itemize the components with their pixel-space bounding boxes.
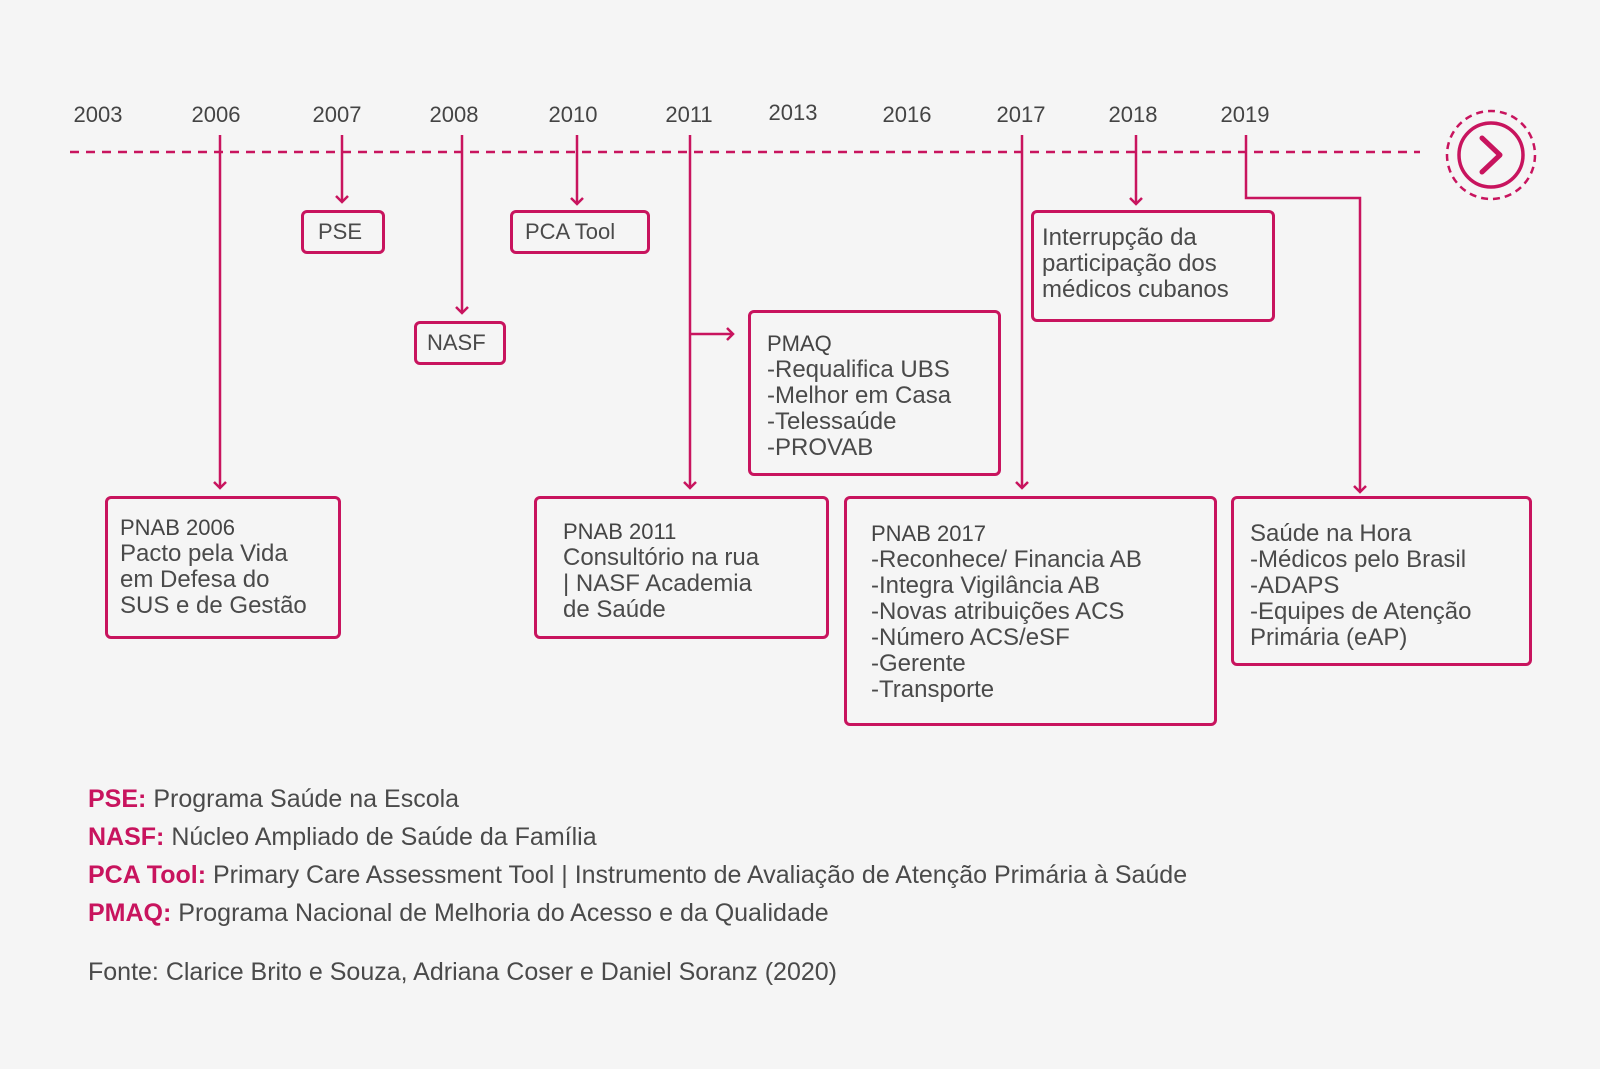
- event-line: -ADAPS: [1250, 572, 1340, 599]
- event-line: -Requalifica UBS: [767, 356, 950, 383]
- connector-2019: [1244, 135, 1367, 494]
- chevron-right-circle-icon: [1445, 109, 1537, 201]
- event-line: participação dos: [1042, 250, 1217, 277]
- year-label: 2008: [429, 102, 479, 127]
- legend-item: PMAQ: Programa Nacional de Melhoria do A…: [88, 894, 1187, 932]
- event-line: -Telessaúde: [767, 408, 897, 435]
- event-box-pse: PSE: [301, 210, 385, 254]
- event-box-pmaq: PMAQ -Requalifica UBS -Melhor em Casa -T…: [748, 310, 1001, 476]
- event-line: Consultório na rua: [563, 544, 760, 571]
- legend-abbr: PCA Tool:: [88, 861, 207, 889]
- event-line: -Novas atribuições ACS: [871, 598, 1125, 625]
- event-line: -Gerente: [871, 650, 966, 677]
- event-box-pca-tool: PCA Tool: [510, 210, 650, 254]
- legend-item: NASF: Núcleo Ampliado de Saúde da Famíli…: [88, 818, 1187, 856]
- event-line: -Equipes de Atenção: [1250, 598, 1472, 625]
- legend-text: Núcleo Ampliado de Saúde da Família: [171, 823, 597, 851]
- legend-abbr: NASF:: [88, 823, 165, 851]
- year-label: 2016: [882, 102, 932, 127]
- legend-text: Programa Saúde na Escola: [153, 785, 460, 813]
- event-title: PCA Tool: [525, 219, 616, 244]
- year-label: 2017: [996, 102, 1046, 127]
- legend-text: Programa Nacional de Melhoria do Acesso …: [178, 899, 829, 927]
- event-line: -Médicos pelo Brasil: [1250, 546, 1467, 573]
- year-label: 2011: [665, 102, 713, 127]
- event-line: Pacto pela Vida: [120, 540, 288, 567]
- event-line: -Transporte: [871, 676, 995, 703]
- event-title: PNAB 2017: [871, 521, 986, 546]
- event-line: -Integra Vigilância AB: [871, 572, 1101, 599]
- event-line: -Número ACS/eSF: [871, 624, 1070, 651]
- event-title: NASF: [427, 330, 486, 355]
- event-line: -Melhor em Casa: [767, 382, 952, 409]
- year-label: 2003: [73, 102, 123, 127]
- event-line: | NASF Academia: [563, 570, 752, 597]
- legend: PSE: Programa Saúde na Escola NASF: Núcl…: [88, 780, 1187, 932]
- event-box-interrupcao: Interrupção da participação dos médicos …: [1031, 210, 1275, 322]
- event-line: Interrupção da: [1042, 224, 1197, 251]
- event-box-nasf: NASF: [414, 321, 506, 365]
- legend-abbr: PSE:: [88, 785, 147, 813]
- event-line: -Reconhece/ Financia AB: [871, 546, 1142, 573]
- event-line: Primária (eAP): [1250, 624, 1408, 651]
- year-label: 2019: [1220, 102, 1270, 127]
- event-line: em Defesa do: [120, 566, 270, 593]
- year-label: 2006: [191, 102, 241, 127]
- event-box-pnab-2017: PNAB 2017 -Reconhece/ Financia AB -Integ…: [844, 496, 1217, 726]
- event-line: médicos cubanos: [1042, 276, 1229, 303]
- event-title: PMAQ: [767, 331, 832, 356]
- event-line: Saúde na Hora: [1250, 520, 1412, 547]
- year-label: 2013: [768, 100, 818, 125]
- legend-abbr: PMAQ:: [88, 899, 172, 927]
- legend-item: PSE: Programa Saúde na Escola: [88, 780, 1187, 818]
- event-title: PNAB 2006: [120, 515, 235, 540]
- year-label: 2010: [548, 102, 598, 127]
- legend-item: PCA Tool: Primary Care Assessment Tool |…: [88, 856, 1187, 894]
- event-line: -PROVAB: [767, 434, 874, 461]
- event-title: PSE: [318, 219, 363, 244]
- event-box-pnab-2006: PNAB 2006 Pacto pela Vida em Defesa do S…: [105, 496, 341, 639]
- legend-text: Primary Care Assessment Tool | Instrumen…: [212, 861, 1188, 889]
- event-title: PNAB 2011: [563, 519, 677, 544]
- source-note: Fonte: Clarice Brito e Souza, Adriana Co…: [88, 958, 837, 986]
- year-label: 2007: [312, 102, 362, 127]
- event-line: de Saúde: [563, 596, 666, 623]
- year-label: 2018: [1108, 102, 1158, 127]
- event-line: SUS e de Gestão: [120, 592, 307, 619]
- event-box-saude-na-hora: Saúde na Hora -Médicos pelo Brasil -ADAP…: [1231, 496, 1532, 666]
- event-box-pnab-2011: PNAB 2011 Consultório na rua | NASF Acad…: [534, 496, 829, 639]
